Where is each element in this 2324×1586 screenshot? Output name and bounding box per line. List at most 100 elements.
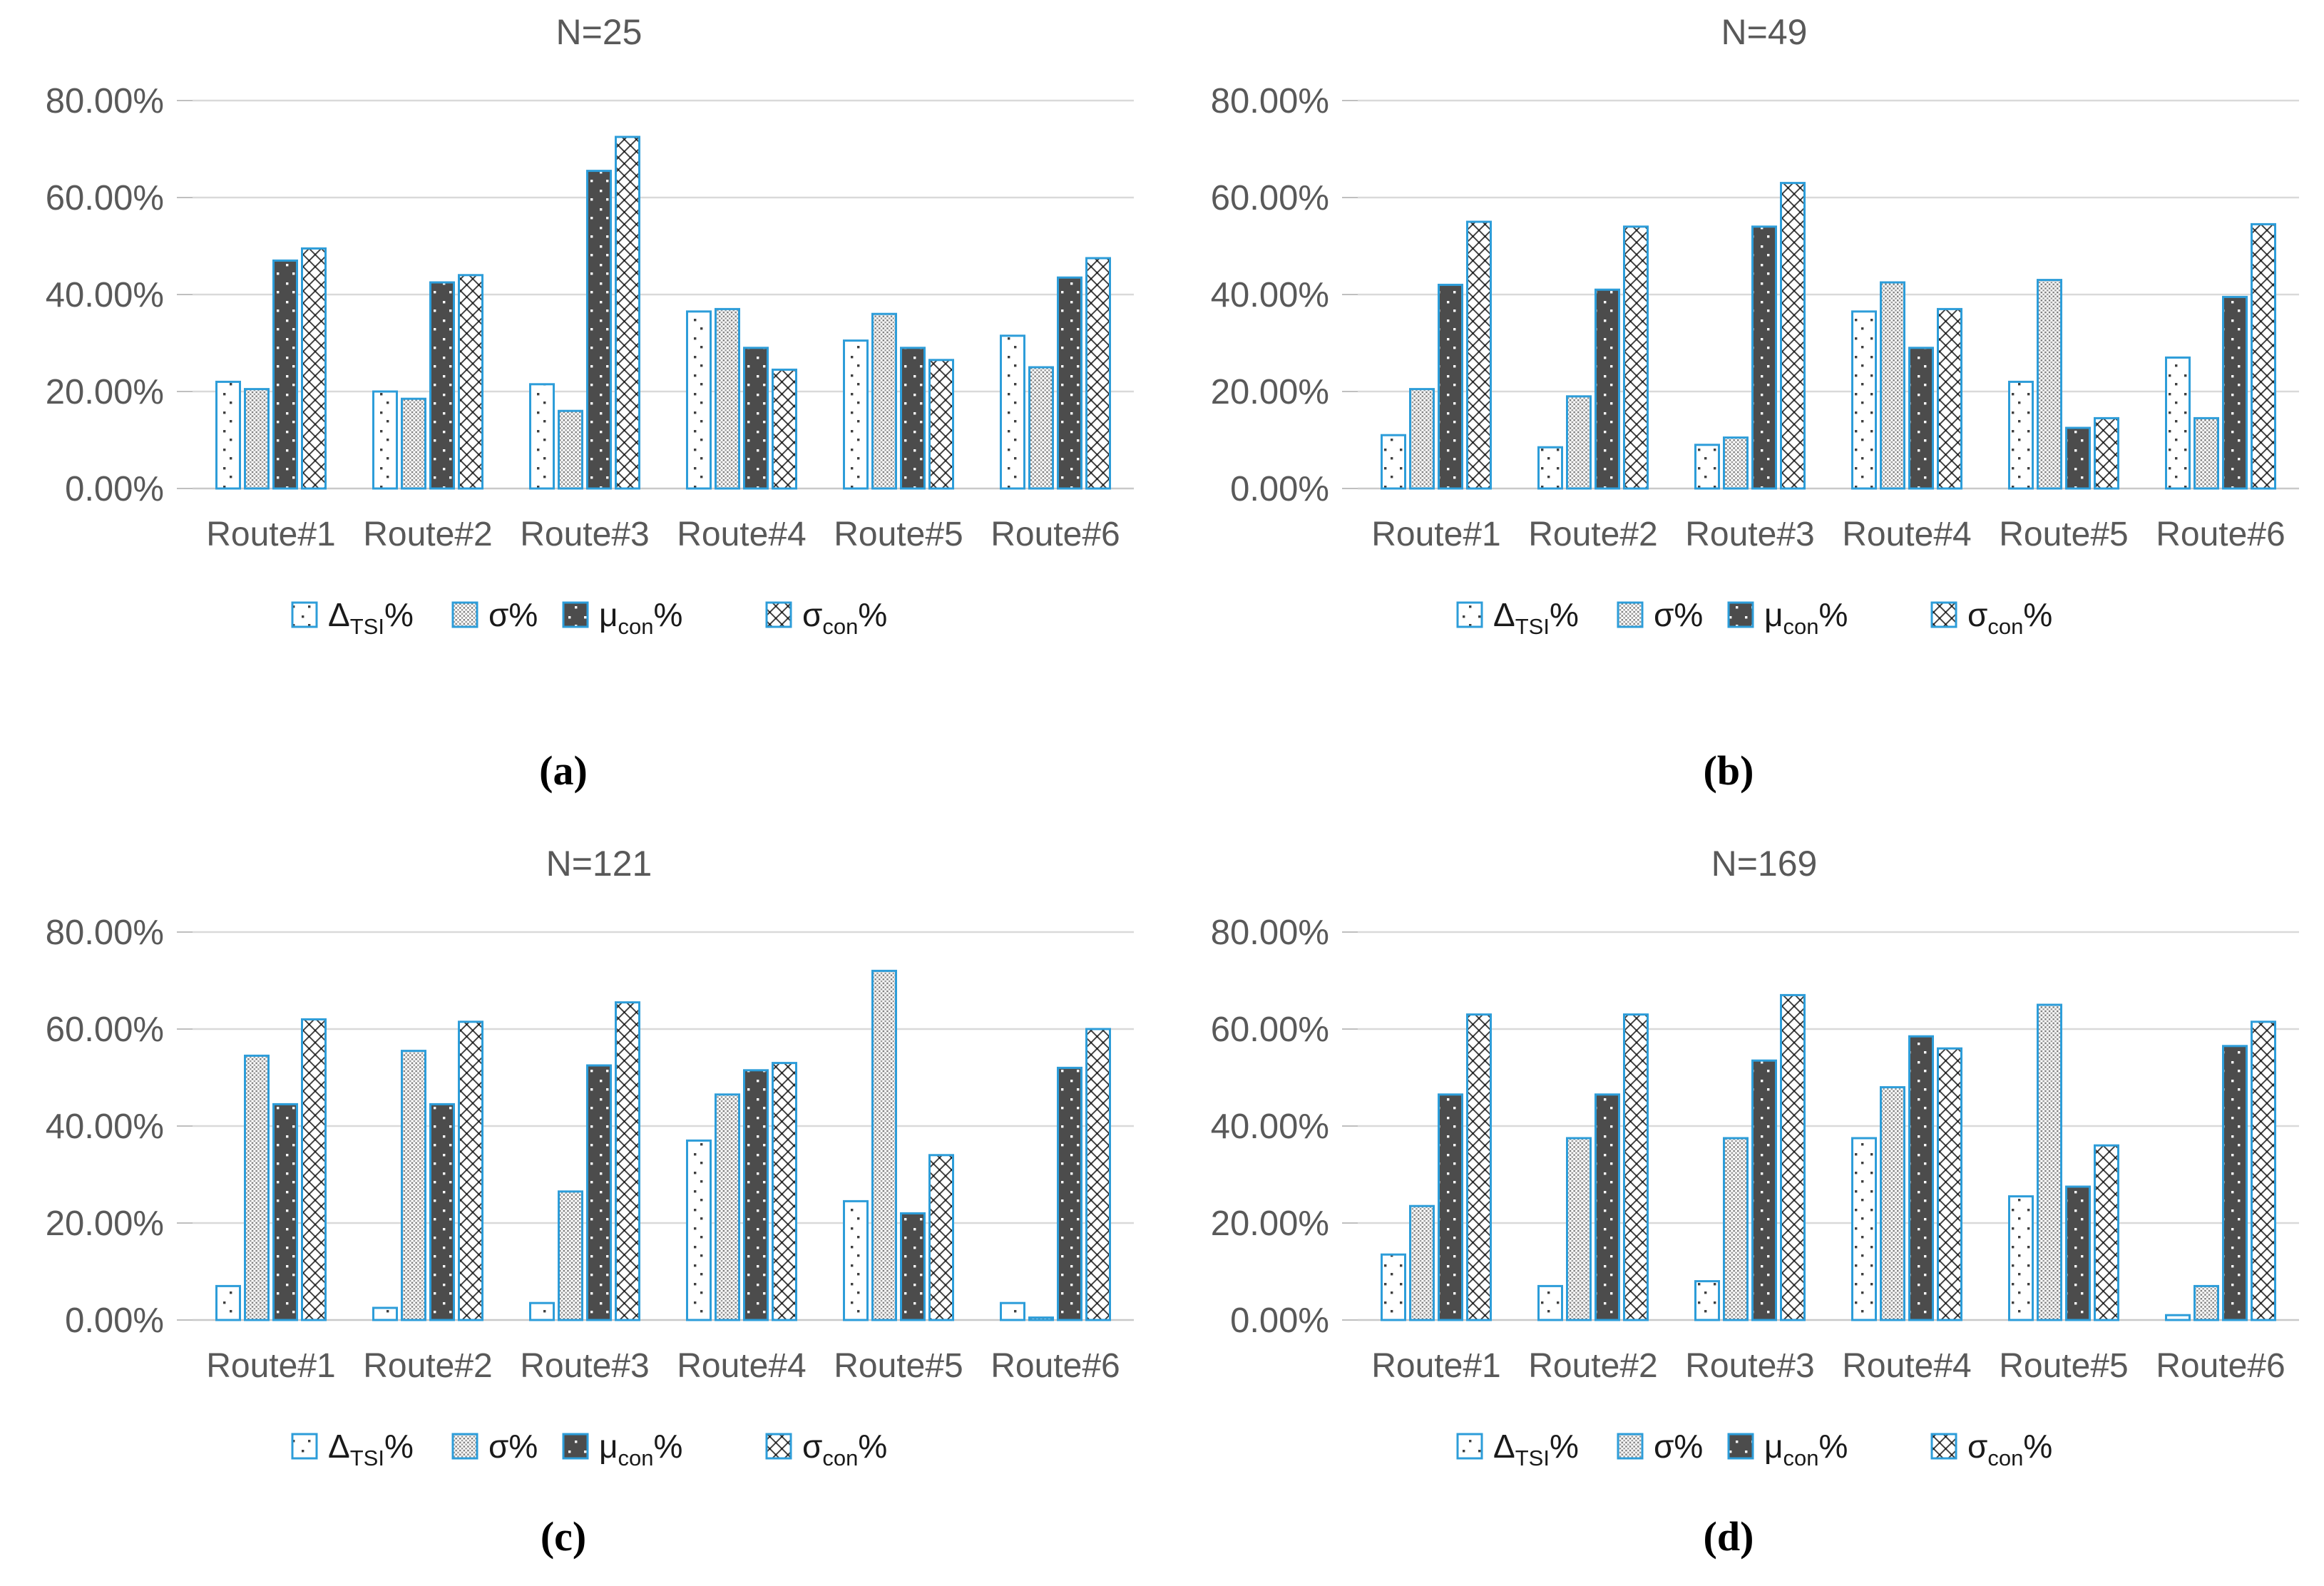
y-axis-label: 40.00%	[1211, 1107, 1329, 1146]
bar-sigma_con-route1	[301, 247, 327, 490]
x-axis-category-label: Route#4	[677, 516, 806, 553]
bar-mu_con-route6	[1057, 1066, 1082, 1321]
y-axis-label: 0.00%	[65, 1301, 164, 1340]
bar-delta_tsi-route3	[1694, 444, 1720, 490]
y-axis-label: 0.00%	[1230, 470, 1329, 508]
panel-d: N=169 80.00% 60.00% 40.00% 20.00% 0.00% Route#…	[1211, 844, 2299, 1560]
legend-swatch-delta_tsi	[1456, 1433, 1483, 1460]
y-axis-label: 60.00%	[46, 1011, 164, 1049]
bar-sigma_con-route4	[1937, 307, 1962, 490]
y-axis-label: 20.00%	[1211, 373, 1329, 411]
bar-sigma-route3	[558, 409, 583, 490]
bar-sigma-route1	[244, 1054, 270, 1321]
x-axis-category-label: Route#6	[990, 1347, 1120, 1385]
legend-label-sigma: σ%	[1654, 596, 1703, 633]
legend-label-delta_tsi: ΔTSI%	[328, 1428, 414, 1470]
bar-delta_tsi-route4	[686, 310, 712, 490]
x-axis-category-label: Route#3	[520, 516, 649, 553]
x-axis-category-label: Route#1	[206, 1347, 335, 1385]
legend-swatch-sigma_con	[765, 1433, 792, 1460]
bar-sigma_con-route4	[772, 1062, 797, 1321]
y-axis-label: 20.00%	[46, 1204, 164, 1243]
y-axis-label: 40.00%	[46, 276, 164, 314]
bar-sigma-route2	[1566, 1137, 1592, 1321]
chart-title: N=121	[546, 844, 652, 884]
bar-sigma_con-route3	[615, 1001, 640, 1321]
legend-swatch-mu_con	[562, 1433, 589, 1460]
panel-a: N=25 80.00% 60.00% 40.00% 20.00% 0.00% Route#1…	[46, 12, 1134, 794]
y-axis-label: 20.00%	[1211, 1204, 1329, 1243]
y-axis-label: 80.00%	[1211, 914, 1329, 952]
bar-delta_tsi-route2	[1537, 446, 1563, 490]
bar-delta_tsi-route6	[1000, 334, 1025, 490]
bar-delta_tsi-route3	[1694, 1280, 1720, 1321]
legend-label-delta_tsi: ΔTSI%	[1493, 1428, 1579, 1470]
bar-sigma-route2	[401, 397, 426, 490]
bar-sigma-route1	[244, 388, 270, 490]
bar-sigma-route5	[871, 969, 897, 1321]
bar-delta_tsi-route5	[843, 1199, 869, 1321]
x-axis-category-label: Route#1	[206, 516, 335, 553]
bar-sigma_con-route6	[2251, 222, 2276, 490]
legend-swatch-mu_con	[562, 601, 589, 628]
y-axis-label: 60.00%	[1211, 1011, 1329, 1049]
bar-delta_tsi-route5	[2008, 380, 2034, 490]
bar-delta_tsi-route5	[2008, 1195, 2034, 1321]
bar-mu_con-route2	[429, 281, 455, 490]
panel-letter: (b)	[1704, 747, 1754, 794]
bar-mu_con-route2	[429, 1102, 455, 1321]
bar-sigma_con-route1	[1466, 220, 1492, 490]
bar-delta_tsi-route1	[215, 1284, 241, 1321]
x-axis-category-label: Route#5	[834, 1347, 963, 1385]
bar-sigma-route3	[1723, 436, 1749, 490]
legend-label-sigma_con: σcon%	[802, 596, 887, 639]
bar-mu_con-route3	[1751, 1059, 1777, 1321]
y-axis-label: 0.00%	[1230, 1301, 1329, 1340]
panel-letter: (a)	[539, 747, 588, 794]
y-axis-label: 80.00%	[1211, 82, 1329, 121]
bar-sigma-route1	[1409, 388, 1435, 490]
panel-b: N=49 80.00% 60.00% 40.00% 20.00% 0.00% Route#1…	[1211, 12, 2299, 794]
legend-label-sigma_con: σcon%	[1967, 1428, 2052, 1470]
bar-delta_tsi-route2	[1537, 1284, 1563, 1321]
legend-swatch-sigma_con	[765, 601, 792, 628]
legend-label-mu_con: μcon%	[1764, 596, 1848, 639]
bar-sigma_con-route3	[1780, 182, 1806, 490]
legend-label-mu_con: μcon%	[1764, 1428, 1848, 1470]
bar-sigma-route5	[871, 312, 897, 490]
bar-delta_tsi-route3	[529, 383, 555, 490]
bar-sigma_con-route5	[928, 1154, 954, 1321]
bar-mu_con-route4	[1908, 347, 1934, 490]
bar-sigma-route5	[2037, 279, 2062, 490]
legend-label-mu_con: μcon%	[599, 596, 682, 639]
bar-delta_tsi-route6	[2165, 1314, 2191, 1321]
bar-mu_con-route1	[1438, 1093, 1463, 1321]
bar-mu_con-route5	[2065, 1185, 2091, 1321]
bar-sigma-route4	[715, 307, 740, 490]
bar-sigma_con-route1	[301, 1018, 327, 1321]
bar-delta_tsi-route4	[1851, 1137, 1877, 1321]
legend-swatch-sigma	[451, 601, 478, 628]
legend-swatch-sigma_con	[1930, 601, 1957, 628]
y-axis-label: 40.00%	[1211, 276, 1329, 314]
bar-mu_con-route5	[900, 347, 926, 490]
x-axis-category-label: Route#4	[1842, 516, 1971, 553]
x-axis-category-label: Route#5	[1999, 1347, 2128, 1385]
bar-mu_con-route6	[2222, 295, 2248, 490]
bar-sigma_con-route4	[772, 368, 797, 490]
bar-mu_con-route4	[743, 1069, 769, 1321]
bar-mu_con-route1	[272, 259, 298, 490]
legend-label-sigma: σ%	[1654, 1428, 1703, 1465]
legend-label-sigma: σ%	[488, 596, 538, 633]
bar-sigma_con-route4	[1937, 1047, 1962, 1321]
panel-c: N=121 80.00% 60.00% 40.00% 20.00% 0.00% Route#…	[46, 844, 1134, 1560]
bar-sigma_con-route1	[1466, 1013, 1492, 1321]
bar-sigma_con-route6	[1085, 1028, 1111, 1321]
x-axis-category-label: Route#2	[363, 1347, 492, 1385]
x-axis-category-label: Route#3	[520, 1347, 649, 1385]
bar-delta_tsi-route2	[372, 390, 398, 490]
bar-mu_con-route2	[1594, 1093, 1620, 1321]
bar-sigma_con-route2	[458, 274, 483, 490]
bar-mu_con-route2	[1594, 288, 1620, 490]
